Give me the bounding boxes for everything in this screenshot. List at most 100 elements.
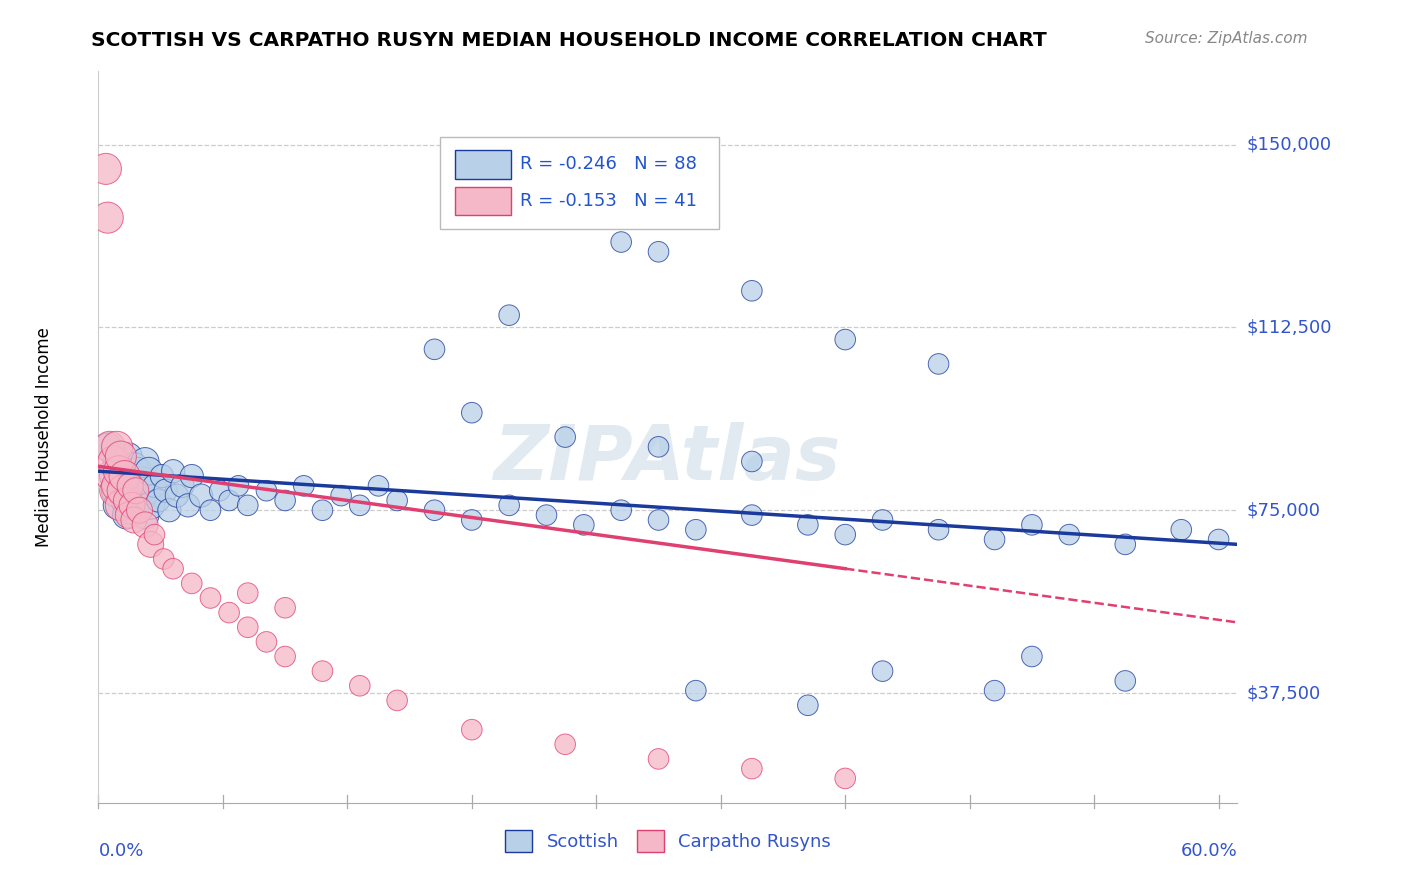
- Point: [104, 483, 127, 498]
- Point: [554, 737, 576, 751]
- Point: [134, 508, 156, 522]
- Point: [554, 430, 576, 444]
- Point: [105, 499, 128, 513]
- Point: [97, 211, 120, 225]
- Point: [117, 450, 139, 464]
- Point: [647, 752, 669, 766]
- Point: [872, 664, 894, 678]
- Point: [150, 469, 173, 483]
- Point: [162, 464, 184, 478]
- Point: [180, 576, 202, 591]
- Point: [103, 469, 125, 483]
- Text: $37,500: $37,500: [1247, 684, 1320, 702]
- Point: [157, 503, 180, 517]
- Point: [105, 440, 128, 454]
- Point: [461, 406, 484, 420]
- Point: [200, 591, 222, 605]
- Point: [1170, 523, 1192, 537]
- Text: R = -0.246   N = 88: R = -0.246 N = 88: [520, 155, 697, 173]
- Point: [172, 479, 194, 493]
- Legend: Scottish, Carpatho Rusyns: Scottish, Carpatho Rusyns: [498, 823, 838, 860]
- Text: $112,500: $112,500: [1247, 318, 1331, 336]
- Point: [143, 527, 166, 541]
- Point: [120, 479, 142, 493]
- Point: [647, 244, 669, 259]
- FancyBboxPatch shape: [440, 137, 718, 228]
- Text: SCOTTISH VS CARPATHO RUSYN MEDIAN HOUSEHOLD INCOME CORRELATION CHART: SCOTTISH VS CARPATHO RUSYN MEDIAN HOUSEH…: [91, 31, 1047, 50]
- Point: [218, 606, 240, 620]
- Text: Median Household Income: Median Household Income: [35, 327, 53, 547]
- Point: [685, 683, 707, 698]
- Point: [274, 649, 297, 664]
- Point: [125, 499, 148, 513]
- Text: Source: ZipAtlas.com: Source: ZipAtlas.com: [1144, 31, 1308, 46]
- Point: [104, 483, 127, 498]
- Point: [218, 493, 240, 508]
- Point: [208, 483, 231, 498]
- Point: [367, 479, 389, 493]
- Point: [136, 483, 159, 498]
- Point: [105, 454, 128, 468]
- Point: [385, 693, 408, 707]
- Point: [177, 499, 200, 513]
- Point: [349, 499, 371, 513]
- Point: [1057, 527, 1080, 541]
- Point: [125, 483, 148, 498]
- Point: [121, 469, 143, 483]
- Point: [572, 517, 595, 532]
- Point: [834, 772, 856, 786]
- Point: [138, 464, 160, 478]
- Point: [94, 161, 117, 176]
- Point: [647, 440, 669, 454]
- Point: [834, 333, 856, 347]
- Point: [114, 493, 136, 508]
- Point: [134, 454, 156, 468]
- Point: [983, 533, 1005, 547]
- Point: [131, 493, 153, 508]
- Point: [103, 454, 125, 468]
- Point: [423, 343, 446, 357]
- Point: [385, 493, 408, 508]
- Point: [117, 508, 139, 522]
- Point: [111, 483, 134, 498]
- Point: [128, 503, 150, 517]
- Point: [349, 679, 371, 693]
- Point: [498, 499, 520, 513]
- Point: [741, 508, 763, 522]
- Point: [928, 357, 950, 371]
- Point: [834, 527, 856, 541]
- Point: [128, 483, 150, 498]
- Point: [610, 503, 633, 517]
- Point: [256, 483, 278, 498]
- Point: [423, 503, 446, 517]
- Point: [155, 483, 177, 498]
- Point: [115, 493, 138, 508]
- Point: [122, 459, 145, 474]
- Point: [741, 762, 763, 776]
- Point: [114, 469, 136, 483]
- FancyBboxPatch shape: [456, 151, 510, 179]
- Point: [872, 513, 894, 527]
- Point: [115, 474, 138, 488]
- Point: [928, 523, 950, 537]
- Point: [139, 499, 162, 513]
- Point: [274, 493, 297, 508]
- Point: [228, 479, 250, 493]
- Point: [461, 723, 484, 737]
- Point: [120, 503, 142, 517]
- Point: [127, 464, 149, 478]
- Point: [274, 600, 297, 615]
- Point: [139, 537, 162, 551]
- Text: $150,000: $150,000: [1247, 136, 1331, 153]
- Point: [110, 499, 132, 513]
- Point: [105, 479, 128, 493]
- Point: [97, 440, 120, 454]
- Point: [190, 489, 212, 503]
- Point: [610, 235, 633, 249]
- Text: 60.0%: 60.0%: [1181, 842, 1237, 860]
- Point: [180, 469, 202, 483]
- Point: [741, 284, 763, 298]
- Point: [236, 620, 259, 634]
- Point: [1021, 517, 1043, 532]
- Text: 0.0%: 0.0%: [98, 842, 143, 860]
